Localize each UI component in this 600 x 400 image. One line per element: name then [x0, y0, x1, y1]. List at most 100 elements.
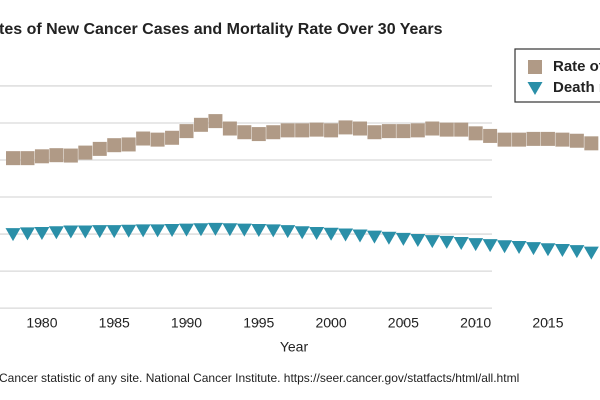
marker: [512, 132, 527, 147]
marker: [63, 225, 79, 239]
series: [5, 222, 599, 260]
marker: [569, 133, 584, 148]
x-tick-label: 1980: [26, 315, 57, 331]
marker: [179, 223, 195, 237]
marker: [106, 225, 122, 239]
marker: [251, 127, 266, 142]
marker: [251, 224, 267, 237]
marker: [439, 235, 455, 249]
marker: [92, 225, 108, 239]
marker: [236, 223, 252, 237]
marker: [193, 223, 209, 237]
marker: [528, 60, 542, 74]
marker: [367, 125, 382, 140]
chart-title: tes of New Cancer Cases and Mortality Ra…: [0, 21, 443, 38]
marker: [453, 236, 469, 250]
marker: [121, 137, 136, 152]
x-tick-label: 2015: [532, 315, 563, 331]
marker: [410, 123, 425, 138]
marker: [165, 130, 180, 145]
marker: [410, 234, 426, 247]
marker: [540, 131, 555, 146]
marker: [309, 122, 324, 137]
marker: [482, 239, 498, 253]
marker: [48, 226, 64, 240]
marker: [323, 227, 339, 241]
marker: [63, 148, 78, 163]
marker: [295, 123, 310, 138]
marker: [584, 136, 599, 151]
marker: [136, 131, 151, 146]
marker: [5, 228, 21, 242]
marker: [324, 123, 339, 138]
marker: [77, 225, 93, 239]
marker: [280, 123, 295, 138]
marker: [34, 149, 49, 164]
marker: [34, 226, 50, 240]
marker: [266, 125, 281, 140]
marker: [583, 246, 599, 260]
marker: [525, 242, 541, 256]
marker: [208, 114, 223, 129]
marker: [222, 121, 237, 136]
marker: [6, 151, 21, 166]
x-tick-label: 1985: [99, 315, 130, 331]
marker: [381, 231, 397, 245]
x-tick-label: 2010: [460, 315, 491, 331]
marker: [338, 120, 353, 135]
marker: [265, 224, 281, 238]
marker: [280, 225, 296, 239]
marker: [425, 121, 440, 136]
legend: Rate of Death r: [514, 48, 600, 103]
marker: [381, 124, 396, 139]
x-tick-label: 1995: [243, 315, 274, 331]
marker: [294, 226, 310, 240]
x-tick-label: 1990: [171, 315, 202, 331]
x-tick-label: 2005: [388, 315, 419, 331]
marker: [135, 224, 151, 238]
marker: [497, 240, 513, 254]
marker: [19, 227, 35, 241]
marker: [338, 228, 354, 242]
marker: [527, 82, 543, 95]
marker: [121, 224, 137, 238]
series: [6, 114, 599, 166]
marker: [107, 138, 122, 153]
marker: [424, 235, 440, 249]
marker: [569, 245, 585, 259]
marker: [366, 230, 382, 244]
marker: [497, 132, 512, 147]
marker: [150, 224, 166, 238]
marker: [468, 238, 484, 252]
source-note: Cancer statistic of any site. National C…: [0, 371, 519, 385]
marker: [483, 128, 498, 143]
marker: [540, 243, 556, 257]
marker: [353, 121, 367, 136]
marker: [352, 229, 368, 243]
marker: [78, 145, 93, 160]
marker: [49, 148, 64, 163]
marker: [396, 124, 411, 139]
marker: [193, 117, 208, 132]
marker: [468, 126, 483, 141]
marker: [92, 141, 107, 156]
x-tick-label: 2000: [316, 315, 347, 331]
marker: [164, 224, 180, 237]
marker: [511, 241, 527, 255]
marker: [526, 131, 541, 146]
marker: [555, 132, 570, 147]
marker: [150, 132, 165, 147]
marker: [439, 122, 454, 137]
marker: [554, 244, 570, 257]
legend-label: Death r: [553, 79, 600, 96]
legend-label: Rate of: [553, 58, 600, 75]
marker: [395, 232, 411, 246]
grid: [0, 85, 492, 309]
marker: [179, 124, 194, 139]
marker: [207, 222, 223, 236]
x-axis-label: Year: [280, 339, 309, 355]
marker: [237, 125, 252, 140]
marker: [20, 151, 35, 166]
legend-box: [514, 48, 600, 103]
